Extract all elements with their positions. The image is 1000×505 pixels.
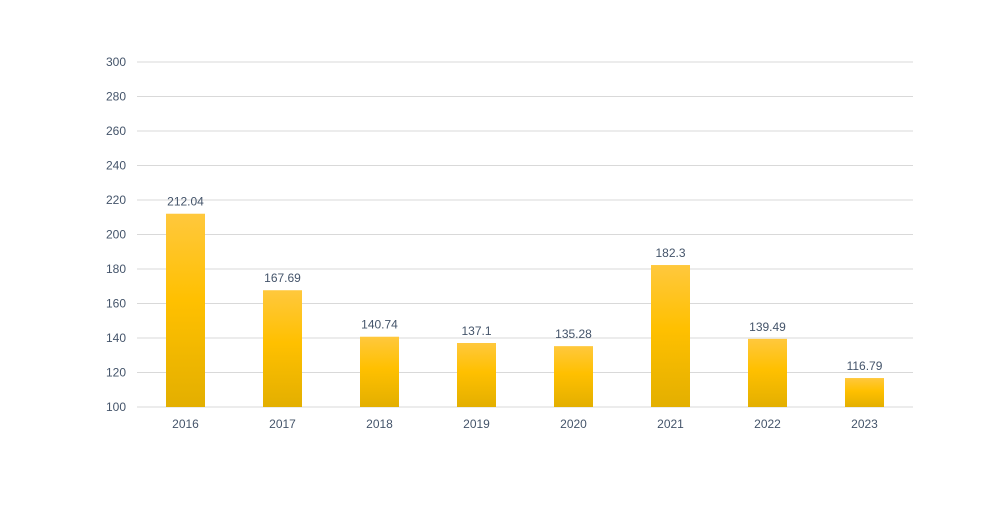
y-tick-label: 260: [106, 124, 126, 138]
x-tick-label: 2021: [657, 417, 684, 431]
data-label: 116.79: [847, 359, 883, 373]
x-axis: 2016 2017 2018 2019 2020 2021 2022 2023: [172, 417, 878, 431]
bar-2018: [360, 336, 399, 407]
y-tick-label: 120: [106, 366, 126, 380]
bars: 212.04 167.69 140.74 137.1 135.28 182.3 139.49…: [166, 195, 884, 407]
bar-2016: [166, 213, 205, 407]
bar-2022: [748, 338, 787, 407]
x-tick-label: 2018: [366, 417, 393, 431]
y-tick-label: 100: [106, 400, 126, 414]
data-label: 140.74: [361, 318, 398, 332]
y-tick-label: 240: [106, 159, 126, 173]
data-label: 182.3: [655, 246, 685, 260]
y-tick-label: 220: [106, 193, 126, 207]
x-tick-label: 2022: [754, 417, 781, 431]
bar-2020: [554, 346, 593, 407]
y-tick-label: 200: [106, 228, 126, 242]
y-tick-label: 280: [106, 90, 126, 104]
x-tick-label: 2020: [560, 417, 587, 431]
y-tick-label: 160: [106, 297, 126, 311]
bar-2021: [651, 265, 690, 407]
y-tick-label: 180: [106, 262, 126, 276]
x-tick-label: 2019: [463, 417, 490, 431]
bar-2023: [845, 378, 884, 407]
gridlines: [137, 61, 913, 408]
data-label: 135.28: [555, 327, 592, 341]
data-label: 212.04: [167, 195, 204, 209]
x-tick-label: 2023: [851, 417, 878, 431]
y-tick-label: 300: [106, 55, 126, 69]
y-axis: 100 120 140 160 180 200 220 240 260 280 300: [106, 55, 126, 414]
bar-2019: [457, 343, 496, 407]
data-label: 137.1: [461, 324, 491, 338]
bar-2017: [263, 290, 302, 407]
x-tick-label: 2017: [269, 417, 296, 431]
y-tick-label: 140: [106, 331, 126, 345]
data-label: 167.69: [264, 271, 301, 285]
data-label: 139.49: [749, 320, 786, 334]
x-tick-label: 2016: [172, 417, 199, 431]
